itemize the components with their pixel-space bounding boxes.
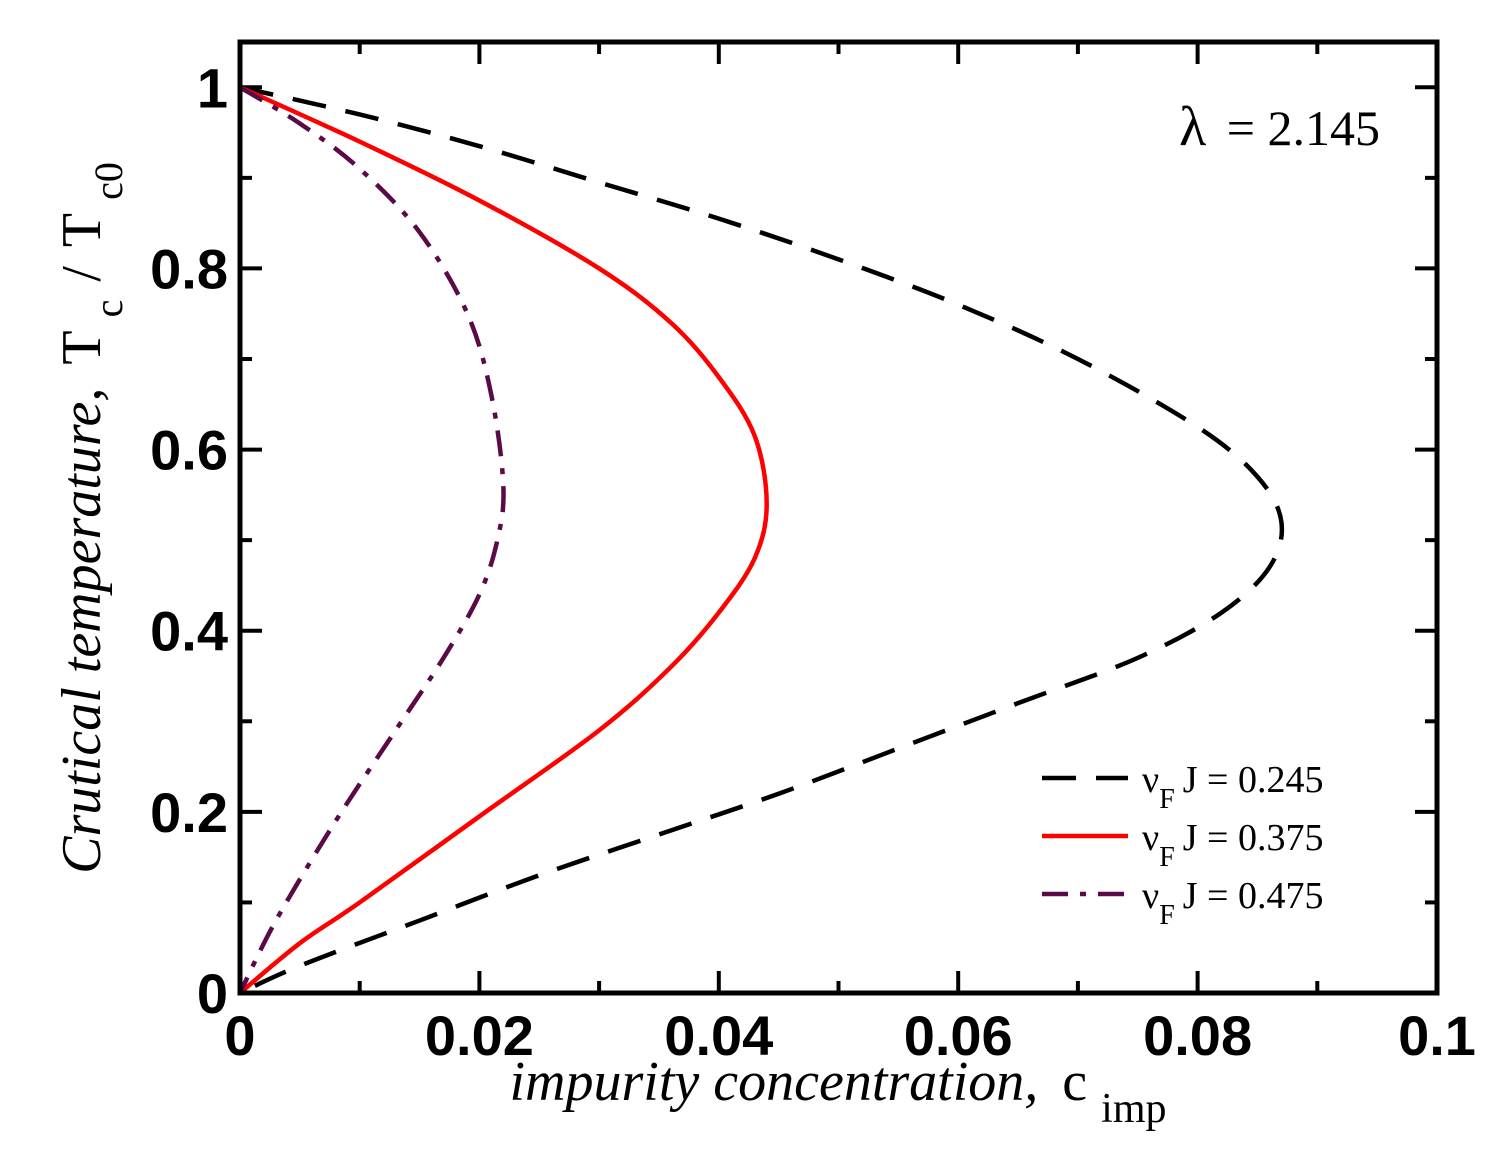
y-axis-title-s2: c0 (86, 162, 131, 200)
y-tick-label: 0.2 (150, 781, 228, 844)
lambda-symbol: λ (1179, 96, 1206, 158)
legend-label-prefix: ν (1142, 817, 1159, 859)
x-tick-label: 0.04 (664, 1004, 773, 1067)
legend-label-subscript: F (1159, 842, 1175, 873)
lambda-annotation: λ = 2.145 (1179, 96, 1380, 158)
x-tick-label: 0.02 (425, 1004, 534, 1067)
x-tick-label: 0 (224, 1004, 255, 1067)
legend-label-name: J = 0.375 (1183, 817, 1324, 859)
y-tick-label: 0.4 (150, 600, 228, 663)
y-tick-label: 0 (197, 962, 228, 1025)
legend-label-2: νF J = 0.375 (1142, 817, 1323, 873)
legend-label-3: νF J = 0.475 (1142, 875, 1323, 931)
legend-label-subscript: F (1159, 900, 1175, 931)
series-line-1 (239, 85, 1285, 996)
y-tick-label: 0.6 (150, 419, 228, 482)
y-axis-title: Crutical temperature, T c / T c0 (51, 162, 135, 874)
series-line-2 (238, 85, 769, 995)
y-axis-title-t1: T (51, 331, 113, 365)
x-tick-label: 0.1 (1398, 1004, 1476, 1067)
lambda-value: = 2.145 (1227, 100, 1380, 156)
x-tick-label: 0.06 (904, 1004, 1013, 1067)
legend-label-subscript: F (1159, 784, 1175, 815)
x-axis-title-italic: impurity concentration, (509, 1051, 1038, 1113)
legend-label-1: νF J = 0.245 (1142, 759, 1323, 815)
x-axis-title: impurity concentration, c imp (509, 1051, 1166, 1132)
y-axis-title-t2: T (51, 213, 113, 247)
y-axis-title-italic: Crutical temperature, (51, 388, 113, 874)
y-tick-label: 0.8 (150, 237, 228, 300)
y-tick-labels: 0 0.2 0.4 0.6 0.8 1 (150, 56, 228, 1025)
y-axis-title-slash: / (51, 266, 113, 282)
x-tick-labels: 0 0.02 0.04 0.06 0.08 0.1 (224, 1004, 1476, 1067)
y-tick-label: 1 (197, 56, 228, 119)
series-group (237, 85, 1285, 996)
legend-label-prefix: ν (1142, 875, 1159, 917)
y-axis-title-s1: c (86, 300, 131, 318)
x-axis-title-subscript: imp (1101, 1086, 1166, 1132)
legend-label-name: J = 0.475 (1183, 875, 1324, 917)
legend-label-name: J = 0.245 (1183, 759, 1324, 801)
x-axis-title-symbol: c (1062, 1051, 1087, 1113)
x-tick-label: 0.08 (1143, 1004, 1252, 1067)
legend-label-prefix: ν (1142, 759, 1159, 801)
series-line-3 (237, 85, 506, 994)
plot-frame (237, 39, 1440, 996)
